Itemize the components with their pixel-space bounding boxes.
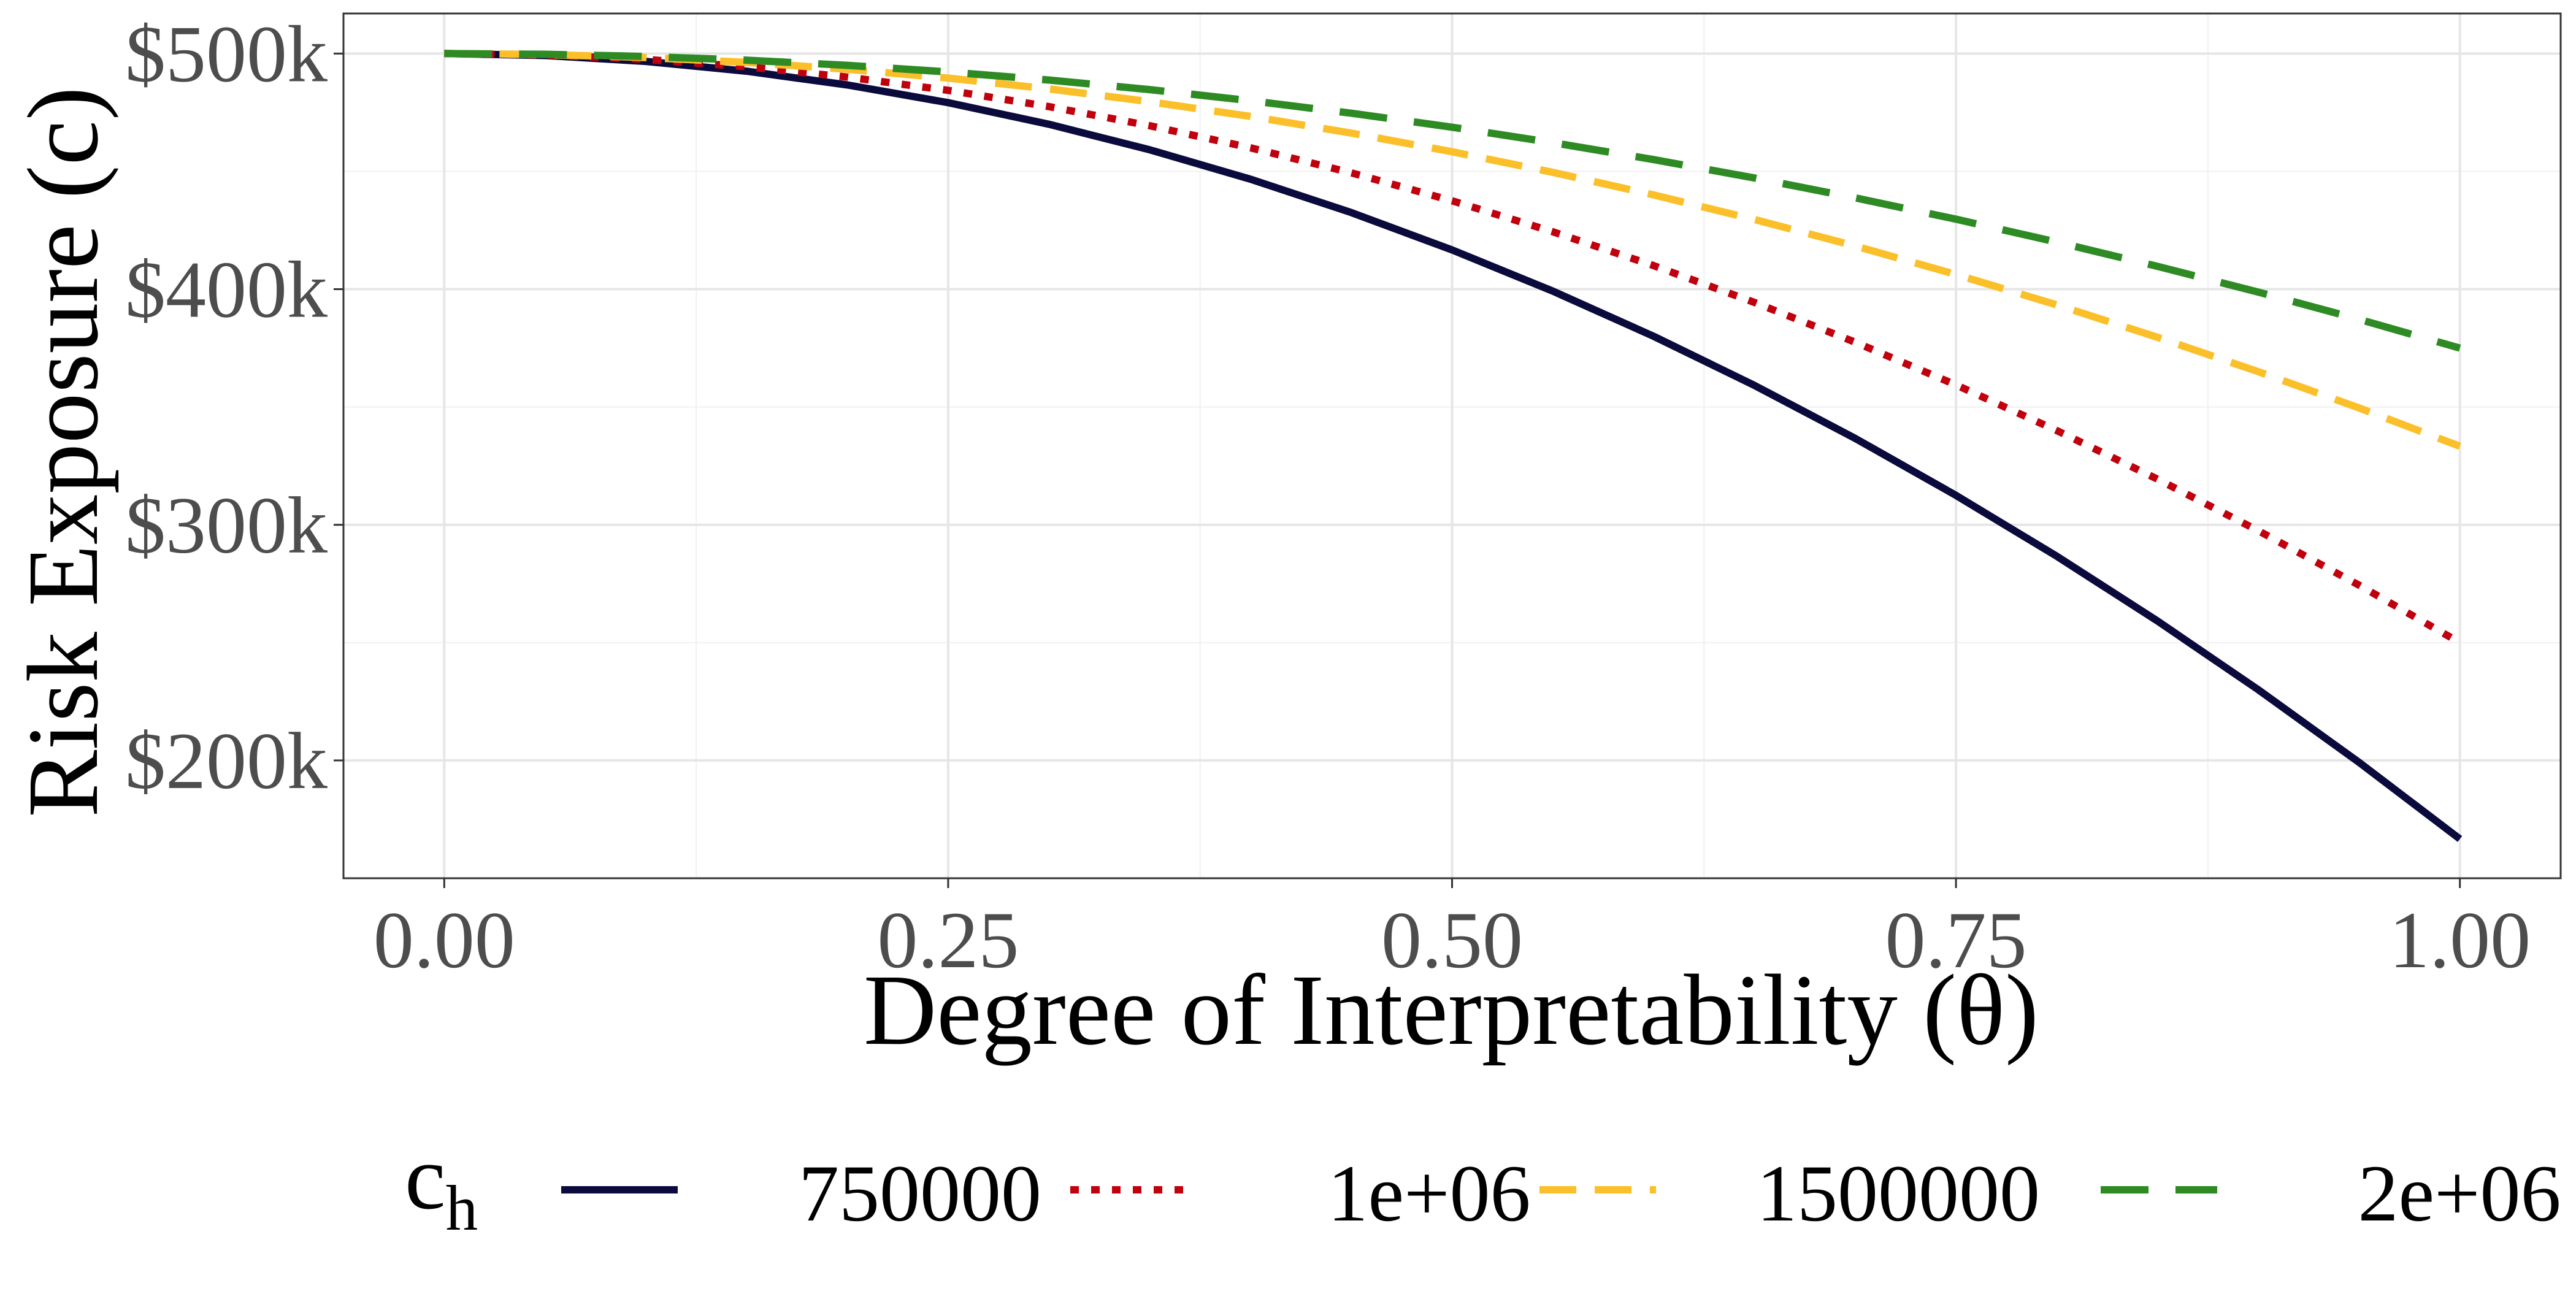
legend-title-main: c (405, 1127, 446, 1228)
y-axis: $200k $300k $400k $500k (125, 9, 343, 806)
x-tick-label: 0.25 (877, 895, 1019, 985)
legend-label: 750000 (799, 1148, 1041, 1238)
legend-title-subscript: h (446, 1172, 478, 1244)
legend-label: 1e+06 (1327, 1148, 1530, 1238)
x-tick-label: 0.00 (374, 895, 515, 985)
y-tick-label: $200k (125, 716, 328, 806)
legend-title: ch (405, 1127, 478, 1244)
y-tick-label: $300k (125, 480, 328, 570)
legend: ch 750000 1e+06 1500000 2e+06 (405, 1127, 2561, 1244)
y-axis-title: Risk Exposure (c) (7, 86, 119, 817)
grid-major (343, 13, 2561, 878)
x-tick-label: 0.50 (1381, 895, 1523, 985)
y-tick-label: $500k (125, 9, 328, 99)
legend-item-750000: 750000 (561, 1148, 1041, 1238)
legend-label: 2e+06 (2358, 1148, 2561, 1238)
legend-items: 750000 1e+06 1500000 2e+06 (561, 1148, 2561, 1238)
x-tick-label: 0.75 (1885, 895, 2027, 985)
x-axis: 0.00 0.25 0.50 0.75 1.00 (374, 878, 2531, 985)
legend-item-1500000: 1500000 (1539, 1148, 2040, 1238)
legend-item-1e+06: 1e+06 (1070, 1148, 1531, 1238)
x-tick-label: 1.00 (2389, 895, 2531, 985)
x-axis-title: Degree of Interpretability (θ) (864, 954, 2039, 1066)
legend-item-2e+06: 2e+06 (2101, 1148, 2561, 1238)
series-layer (444, 50, 2463, 842)
series-line-1e+06 (444, 50, 2462, 646)
legend-label: 1500000 (1757, 1148, 2040, 1238)
series-line-2e+06 (444, 50, 2461, 352)
y-tick-label: $400k (125, 245, 328, 335)
series-line-750000 (444, 50, 2463, 842)
